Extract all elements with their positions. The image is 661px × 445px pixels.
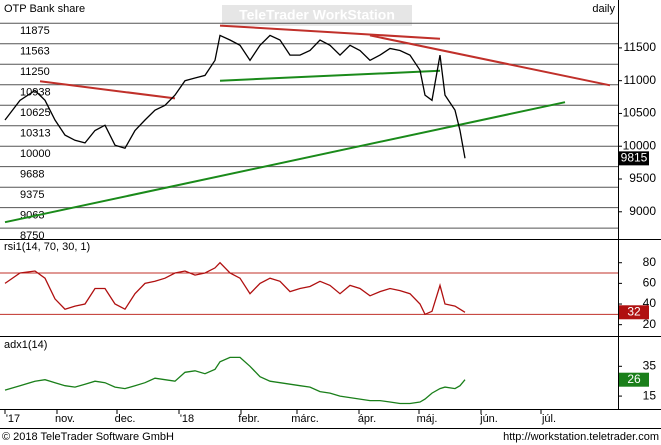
level-label: 11563 bbox=[20, 46, 50, 58]
level-label: 9375 bbox=[20, 189, 44, 201]
y-tick-label: 60 bbox=[643, 276, 657, 290]
y-tick-label: 35 bbox=[643, 358, 657, 372]
last-value-label: 9815 bbox=[621, 151, 648, 165]
trend-line bbox=[219, 69, 441, 82]
last-value-label: 26 bbox=[627, 372, 641, 386]
level-label: 10000 bbox=[20, 148, 51, 160]
y-tick-label: 10000 bbox=[623, 138, 657, 152]
x-tick-label: máj. bbox=[417, 413, 438, 425]
level-label: 11875 bbox=[20, 25, 50, 37]
watermark: TeleTrader WorkStation bbox=[239, 7, 395, 23]
trend-line bbox=[39, 80, 176, 100]
last-value-box bbox=[619, 372, 649, 387]
y-tick-label: 10500 bbox=[623, 106, 657, 120]
y-tick-label: 11000 bbox=[624, 73, 657, 87]
panel-title: adx1(14) bbox=[4, 339, 47, 351]
panel-title: OTP Bank share bbox=[4, 3, 85, 15]
x-tick-label: nov. bbox=[55, 413, 75, 425]
last-value-box bbox=[619, 151, 649, 166]
trend-line bbox=[219, 24, 441, 40]
y-tick-label: 11500 bbox=[624, 40, 657, 54]
watermark-box bbox=[222, 5, 412, 26]
footer-copyright: © 2018 TeleTrader Software GmbH bbox=[2, 431, 174, 443]
x-tick-label: dec. bbox=[115, 413, 136, 425]
x-tick-label: júl. bbox=[541, 413, 556, 425]
price-line bbox=[4, 34, 466, 159]
last-value-box bbox=[619, 305, 649, 320]
x-tick-label: márc. bbox=[291, 413, 319, 425]
y-tick-label: 80 bbox=[643, 255, 657, 269]
last-value-label: 32 bbox=[627, 304, 641, 318]
chart-subtitle: daily bbox=[592, 3, 615, 15]
x-tick-label: febr. bbox=[238, 413, 259, 425]
y-tick-label: 9500 bbox=[629, 171, 656, 185]
level-label: 10313 bbox=[20, 128, 51, 140]
level-label: 8750 bbox=[20, 230, 44, 242]
price-line bbox=[4, 356, 466, 405]
level-label: 10625 bbox=[20, 107, 51, 119]
x-tick-label: ápr. bbox=[358, 413, 376, 425]
y-tick-label: 20 bbox=[643, 317, 657, 331]
trend-line bbox=[369, 34, 611, 87]
y-tick-label: 9000 bbox=[629, 204, 656, 218]
price-line bbox=[4, 261, 466, 316]
footer-url: http://workstation.teletrader.com bbox=[503, 431, 659, 443]
level-label: 9688 bbox=[20, 169, 44, 181]
y-tick-label: 15 bbox=[643, 388, 657, 402]
x-tick-label: '18 bbox=[180, 413, 194, 425]
x-tick-label: jún. bbox=[479, 413, 498, 425]
x-tick-label: '17 bbox=[6, 413, 20, 425]
trend-line bbox=[4, 101, 566, 224]
panel-title: rsi1(14, 70, 30, 1) bbox=[4, 241, 90, 253]
level-label: 11250 bbox=[20, 66, 50, 78]
